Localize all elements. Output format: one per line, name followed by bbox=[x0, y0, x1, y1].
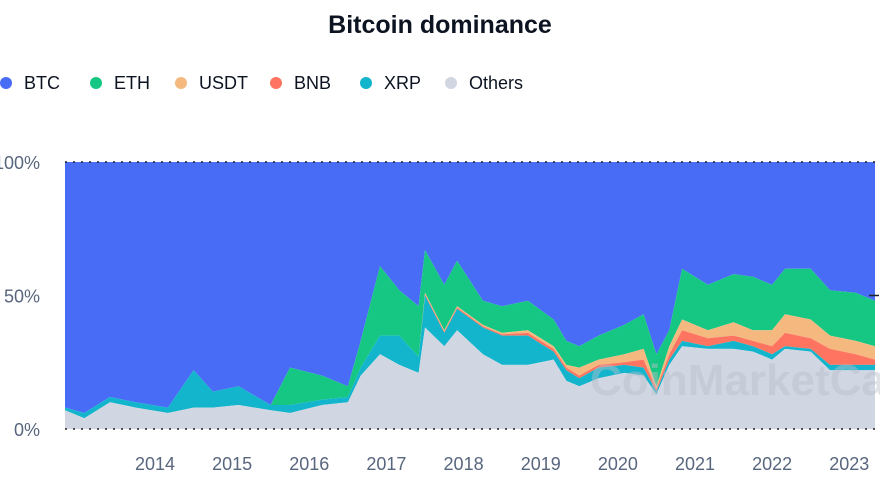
area-usdt bbox=[65, 292, 875, 413]
y-tick-label: 0% bbox=[14, 420, 40, 440]
plot-area bbox=[65, 162, 875, 429]
x-tick-label: 2015 bbox=[212, 454, 252, 474]
chart-title: Bitcoin dominance bbox=[328, 11, 552, 39]
x-tick-label: 2016 bbox=[289, 454, 329, 474]
x-tick-label: 2018 bbox=[444, 454, 484, 474]
legend-label: XRP bbox=[384, 73, 421, 93]
legend: BTC ETH USDT BNB XRP Others bbox=[0, 73, 523, 93]
legend-label: USDT bbox=[199, 73, 248, 93]
x-tick-label: 2014 bbox=[135, 454, 175, 474]
area-bnb bbox=[65, 294, 875, 413]
watermark: CoinMarketCap bbox=[590, 356, 880, 405]
x-tick-label: 2019 bbox=[521, 454, 561, 474]
legend-item-usdt[interactable]: USDT bbox=[175, 73, 248, 93]
area-xrp bbox=[65, 295, 875, 419]
area-eth bbox=[65, 250, 875, 413]
legend-dot-icon bbox=[270, 77, 282, 89]
legend-dot-icon bbox=[445, 77, 457, 89]
area-btc bbox=[65, 162, 875, 413]
x-tick-label: 2020 bbox=[598, 454, 638, 474]
area-others bbox=[65, 327, 875, 429]
legend-item-others[interactable]: Others bbox=[445, 73, 523, 93]
legend-item-bnb[interactable]: BNB bbox=[270, 73, 331, 93]
legend-dot-icon bbox=[360, 77, 372, 89]
legend-item-xrp[interactable]: XRP bbox=[360, 73, 421, 93]
y-tick-label: 50% bbox=[4, 287, 40, 307]
legend-label: BTC bbox=[24, 73, 60, 93]
legend-label: BNB bbox=[294, 73, 331, 93]
legend-dot-icon bbox=[175, 77, 187, 89]
legend-label: Others bbox=[469, 73, 523, 93]
x-tick-label: 2021 bbox=[675, 454, 715, 474]
x-tick-label: 2022 bbox=[752, 454, 792, 474]
legend-dot-icon bbox=[0, 77, 12, 89]
y-tick-label: 100% bbox=[0, 153, 40, 173]
x-tick-label: 2017 bbox=[366, 454, 406, 474]
legend-dot-icon bbox=[90, 77, 102, 89]
legend-label: ETH bbox=[114, 73, 150, 93]
legend-item-eth[interactable]: ETH bbox=[90, 73, 150, 93]
x-tick-label: 2023 bbox=[829, 454, 869, 474]
legend-item-btc[interactable]: BTC bbox=[0, 73, 60, 93]
axes: 0% 50% 100% 2014 2015 2016 2017 2018 2019 2020 202… bbox=[0, 153, 879, 474]
